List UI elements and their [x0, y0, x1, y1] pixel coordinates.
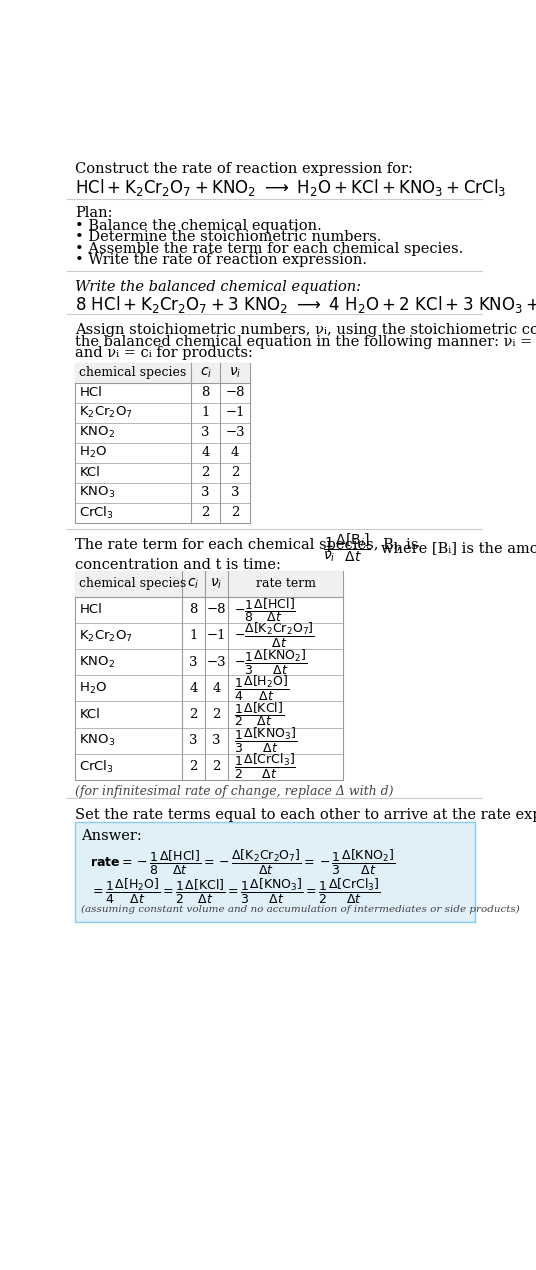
Text: 3: 3: [202, 427, 210, 439]
Text: $\dfrac{1}{\nu_i}\dfrac{\Delta[\mathrm{B}_i]}{\Delta t}$: $\dfrac{1}{\nu_i}\dfrac{\Delta[\mathrm{B…: [323, 531, 370, 564]
Text: Assign stoichiometric numbers, νᵢ, using the stoichiometric coefficients, cᵢ, fr: Assign stoichiometric numbers, νᵢ, using…: [75, 324, 536, 338]
Text: $\mathregular{H_2O}$: $\mathregular{H_2O}$: [79, 681, 108, 696]
Text: 8: 8: [202, 386, 210, 399]
Text: • Write the rate of reaction expression.: • Write the rate of reaction expression.: [75, 253, 367, 267]
Text: $\mathregular{KNO_3}$: $\mathregular{KNO_3}$: [79, 485, 116, 500]
Text: Write the balanced chemical equation:: Write the balanced chemical equation:: [75, 281, 361, 295]
Text: 2: 2: [189, 761, 197, 773]
Bar: [75, 822, 475, 922]
Text: 3: 3: [189, 655, 198, 668]
Text: Plan:: Plan:: [75, 206, 112, 220]
Text: Answer:: Answer:: [81, 829, 142, 843]
Text: Construct the rate of reaction expression for:: Construct the rate of reaction expressio…: [75, 163, 413, 177]
Bar: [75, 363, 250, 382]
Text: $\mathregular{CrCl_3}$: $\mathregular{CrCl_3}$: [79, 504, 114, 521]
Text: −1: −1: [226, 406, 245, 419]
Text: the balanced chemical equation in the following manner: νᵢ = −cᵢ for reactants: the balanced chemical equation in the fo…: [75, 335, 536, 349]
Text: $\mathregular{KNO_2}$: $\mathregular{KNO_2}$: [79, 654, 115, 669]
Text: HCl: HCl: [79, 603, 102, 616]
Text: −8: −8: [207, 603, 226, 616]
Text: $\mathregular{8\ HCl + K_2Cr_2O_7 + 3\ KNO_2}$ $\longrightarrow$ $\mathregular{4: $\mathregular{8\ HCl + K_2Cr_2O_7 + 3\ K…: [75, 295, 536, 315]
Text: $\mathregular{K_2Cr_2O_7}$: $\mathregular{K_2Cr_2O_7}$: [79, 629, 133, 644]
Text: 1: 1: [202, 406, 210, 419]
Text: 2: 2: [189, 707, 197, 721]
Text: concentration and t is time:: concentration and t is time:: [75, 559, 281, 573]
Text: $-\dfrac{1}{8}\dfrac{\Delta[\mathrm{HCl}]}{\Delta t}$: $-\dfrac{1}{8}\dfrac{\Delta[\mathrm{HCl}…: [234, 596, 296, 624]
Text: (for infinitesimal rate of change, replace Δ with d): (for infinitesimal rate of change, repla…: [75, 785, 393, 798]
Text: $\mathregular{KNO_2}$: $\mathregular{KNO_2}$: [79, 425, 115, 441]
Text: chemical species: chemical species: [79, 366, 187, 380]
Text: −1: −1: [207, 630, 226, 643]
Text: KCl: KCl: [79, 707, 100, 721]
Text: $\mathregular{HCl + K_2Cr_2O_7 + KNO_2}$ $\longrightarrow$ $\mathregular{H_2O + : $\mathregular{HCl + K_2Cr_2O_7 + KNO_2}$…: [75, 177, 506, 198]
Text: $c_i$: $c_i$: [187, 577, 199, 591]
Text: $-\dfrac{1}{3}\dfrac{\Delta[\mathrm{KNO_2}]}{\Delta t}$: $-\dfrac{1}{3}\dfrac{\Delta[\mathrm{KNO_…: [234, 648, 308, 677]
Text: Set the rate terms equal to each other to arrive at the rate expression:: Set the rate terms equal to each other t…: [75, 808, 536, 822]
Text: rate term: rate term: [256, 577, 316, 591]
Text: 2: 2: [212, 707, 221, 721]
Text: HCl: HCl: [79, 386, 102, 399]
Text: • Balance the chemical equation.: • Balance the chemical equation.: [75, 218, 322, 232]
Text: $\dfrac{1}{4}\dfrac{\Delta[\mathrm{H_2O}]}{\Delta t}$: $\dfrac{1}{4}\dfrac{\Delta[\mathrm{H_2O}…: [234, 674, 289, 702]
Text: $\nu_i$: $\nu_i$: [210, 577, 223, 591]
Text: $\mathregular{CrCl_3}$: $\mathregular{CrCl_3}$: [79, 758, 114, 775]
Text: $c_i$: $c_i$: [199, 366, 212, 380]
Text: $\mathregular{H_2O}$: $\mathregular{H_2O}$: [79, 446, 108, 460]
Text: 3: 3: [202, 486, 210, 499]
Text: 2: 2: [231, 466, 240, 479]
Text: where [Bᵢ] is the amount: where [Bᵢ] is the amount: [381, 541, 536, 555]
Text: 2: 2: [202, 466, 210, 479]
Text: 3: 3: [189, 734, 198, 747]
Text: 4: 4: [189, 682, 197, 695]
Text: −3: −3: [225, 427, 245, 439]
Text: 4: 4: [202, 446, 210, 460]
Text: −3: −3: [207, 655, 226, 668]
Text: KCl: KCl: [79, 466, 100, 479]
Text: 2: 2: [231, 507, 240, 519]
Text: 1: 1: [189, 630, 197, 643]
Text: • Determine the stoichiometric numbers.: • Determine the stoichiometric numbers.: [75, 230, 381, 244]
Text: 4: 4: [231, 446, 240, 460]
Text: • Assemble the rate term for each chemical species.: • Assemble the rate term for each chemic…: [75, 241, 463, 255]
Text: $-\dfrac{\Delta[\mathrm{K_2Cr_2O_7}]}{\Delta t}$: $-\dfrac{\Delta[\mathrm{K_2Cr_2O_7}]}{\D…: [234, 621, 315, 650]
Text: $\mathregular{K_2Cr_2O_7}$: $\mathregular{K_2Cr_2O_7}$: [79, 405, 133, 420]
Text: $= \dfrac{1}{4}\dfrac{\Delta[\mathrm{H_2O}]}{\Delta t} = \dfrac{1}{2}\dfrac{\Del: $= \dfrac{1}{4}\dfrac{\Delta[\mathrm{H_2…: [90, 878, 381, 906]
Text: $\dfrac{1}{2}\dfrac{\Delta[\mathrm{CrCl_3}]}{\Delta t}$: $\dfrac{1}{2}\dfrac{\Delta[\mathrm{CrCl_…: [234, 752, 296, 781]
Text: 8: 8: [189, 603, 197, 616]
Text: $\mathregular{KNO_3}$: $\mathregular{KNO_3}$: [79, 733, 116, 748]
Bar: [75, 363, 250, 523]
Text: The rate term for each chemical species, Bᵢ, is: The rate term for each chemical species,…: [75, 538, 418, 552]
Text: chemical species: chemical species: [79, 577, 187, 591]
Bar: [75, 570, 343, 780]
Text: 4: 4: [212, 682, 221, 695]
Text: −8: −8: [226, 386, 245, 399]
Text: 2: 2: [202, 507, 210, 519]
Text: and νᵢ = cᵢ for products:: and νᵢ = cᵢ for products:: [75, 347, 252, 361]
Text: 3: 3: [212, 734, 221, 747]
Text: (assuming constant volume and no accumulation of intermediates or side products): (assuming constant volume and no accumul…: [81, 904, 520, 914]
Text: $\mathbf{rate} = -\dfrac{1}{8}\dfrac{\Delta[\mathrm{HCl}]}{\Delta t} = -\dfrac{\: $\mathbf{rate} = -\dfrac{1}{8}\dfrac{\De…: [90, 847, 396, 876]
Text: $\dfrac{1}{3}\dfrac{\Delta[\mathrm{KNO_3}]}{\Delta t}$: $\dfrac{1}{3}\dfrac{\Delta[\mathrm{KNO_3…: [234, 726, 297, 756]
Text: $\nu_i$: $\nu_i$: [229, 366, 241, 380]
Text: 3: 3: [231, 486, 240, 499]
Text: 2: 2: [212, 761, 221, 773]
Bar: [75, 570, 343, 597]
Text: $\dfrac{1}{2}\dfrac{\Delta[\mathrm{KCl}]}{\Delta t}$: $\dfrac{1}{2}\dfrac{\Delta[\mathrm{KCl}]…: [234, 701, 285, 729]
